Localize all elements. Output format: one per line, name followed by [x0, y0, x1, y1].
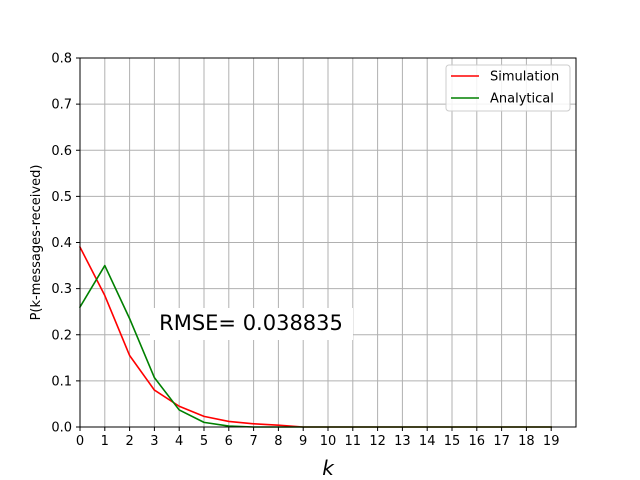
y-tick-label: 0.8 [51, 52, 72, 67]
x-tick-label: 15 [444, 434, 461, 449]
x-tick-label: 13 [394, 434, 411, 449]
y-tick-label: 0.4 [51, 236, 72, 251]
series-line-analytical [78, 264, 553, 428]
x-axis-label: k [322, 456, 335, 480]
x-tick-label: 0 [76, 434, 84, 449]
y-tick-label: 0.1 [51, 374, 72, 389]
x-tick-label: 2 [125, 434, 133, 449]
x-tick-label: 5 [200, 434, 208, 449]
x-tick-label: 3 [150, 434, 158, 449]
rmse-annotation-background [150, 308, 353, 340]
legend-label-analytical: Analytical [490, 92, 554, 107]
x-tick-label: 16 [469, 434, 486, 449]
legend: Simulation Analytical [445, 64, 571, 112]
y-axis-label: P(k-messages-received) [29, 165, 44, 321]
x-tick-label: 4 [175, 434, 183, 449]
x-tick-label: 7 [249, 434, 257, 449]
x-tick-label: 11 [345, 434, 362, 449]
y-tick-label: 0.2 [51, 328, 72, 343]
x-tick-label: 1 [101, 434, 109, 449]
legend-label-simulation: Simulation [490, 70, 559, 85]
y-tick-label: 0.5 [51, 190, 72, 205]
x-tick-label: 19 [543, 434, 560, 449]
rmse-annotation: RMSE= 0.038835 [159, 311, 343, 335]
x-tick-label: 9 [299, 434, 307, 449]
x-axis-ticks: 0 1 2 3 4 5 6 7 8 9 10 11 12 13 14 15 16 17 18 19 [76, 427, 560, 449]
x-tick-label: 10 [320, 434, 337, 449]
x-tick-label: 12 [369, 434, 386, 449]
y-axis-ticks: 0.0 0.1 0.2 0.3 0.4 0.5 0.6 0.7 0.8 [51, 52, 80, 436]
y-tick-label: 0.6 [51, 144, 72, 159]
x-tick-label: 18 [518, 434, 535, 449]
rmse-annotation-box: RMSE= 0.038835 [150, 308, 353, 340]
x-tick-label: 17 [493, 434, 510, 449]
x-tick-label: 6 [225, 434, 233, 449]
x-tick-label: 14 [419, 434, 436, 449]
x-tick-label: 8 [274, 434, 282, 449]
y-tick-label: 0.3 [51, 282, 72, 297]
grid-lines [79, 57, 576, 428]
y-tick-label: 0.0 [51, 421, 72, 436]
y-tick-label: 0.7 [51, 98, 72, 113]
